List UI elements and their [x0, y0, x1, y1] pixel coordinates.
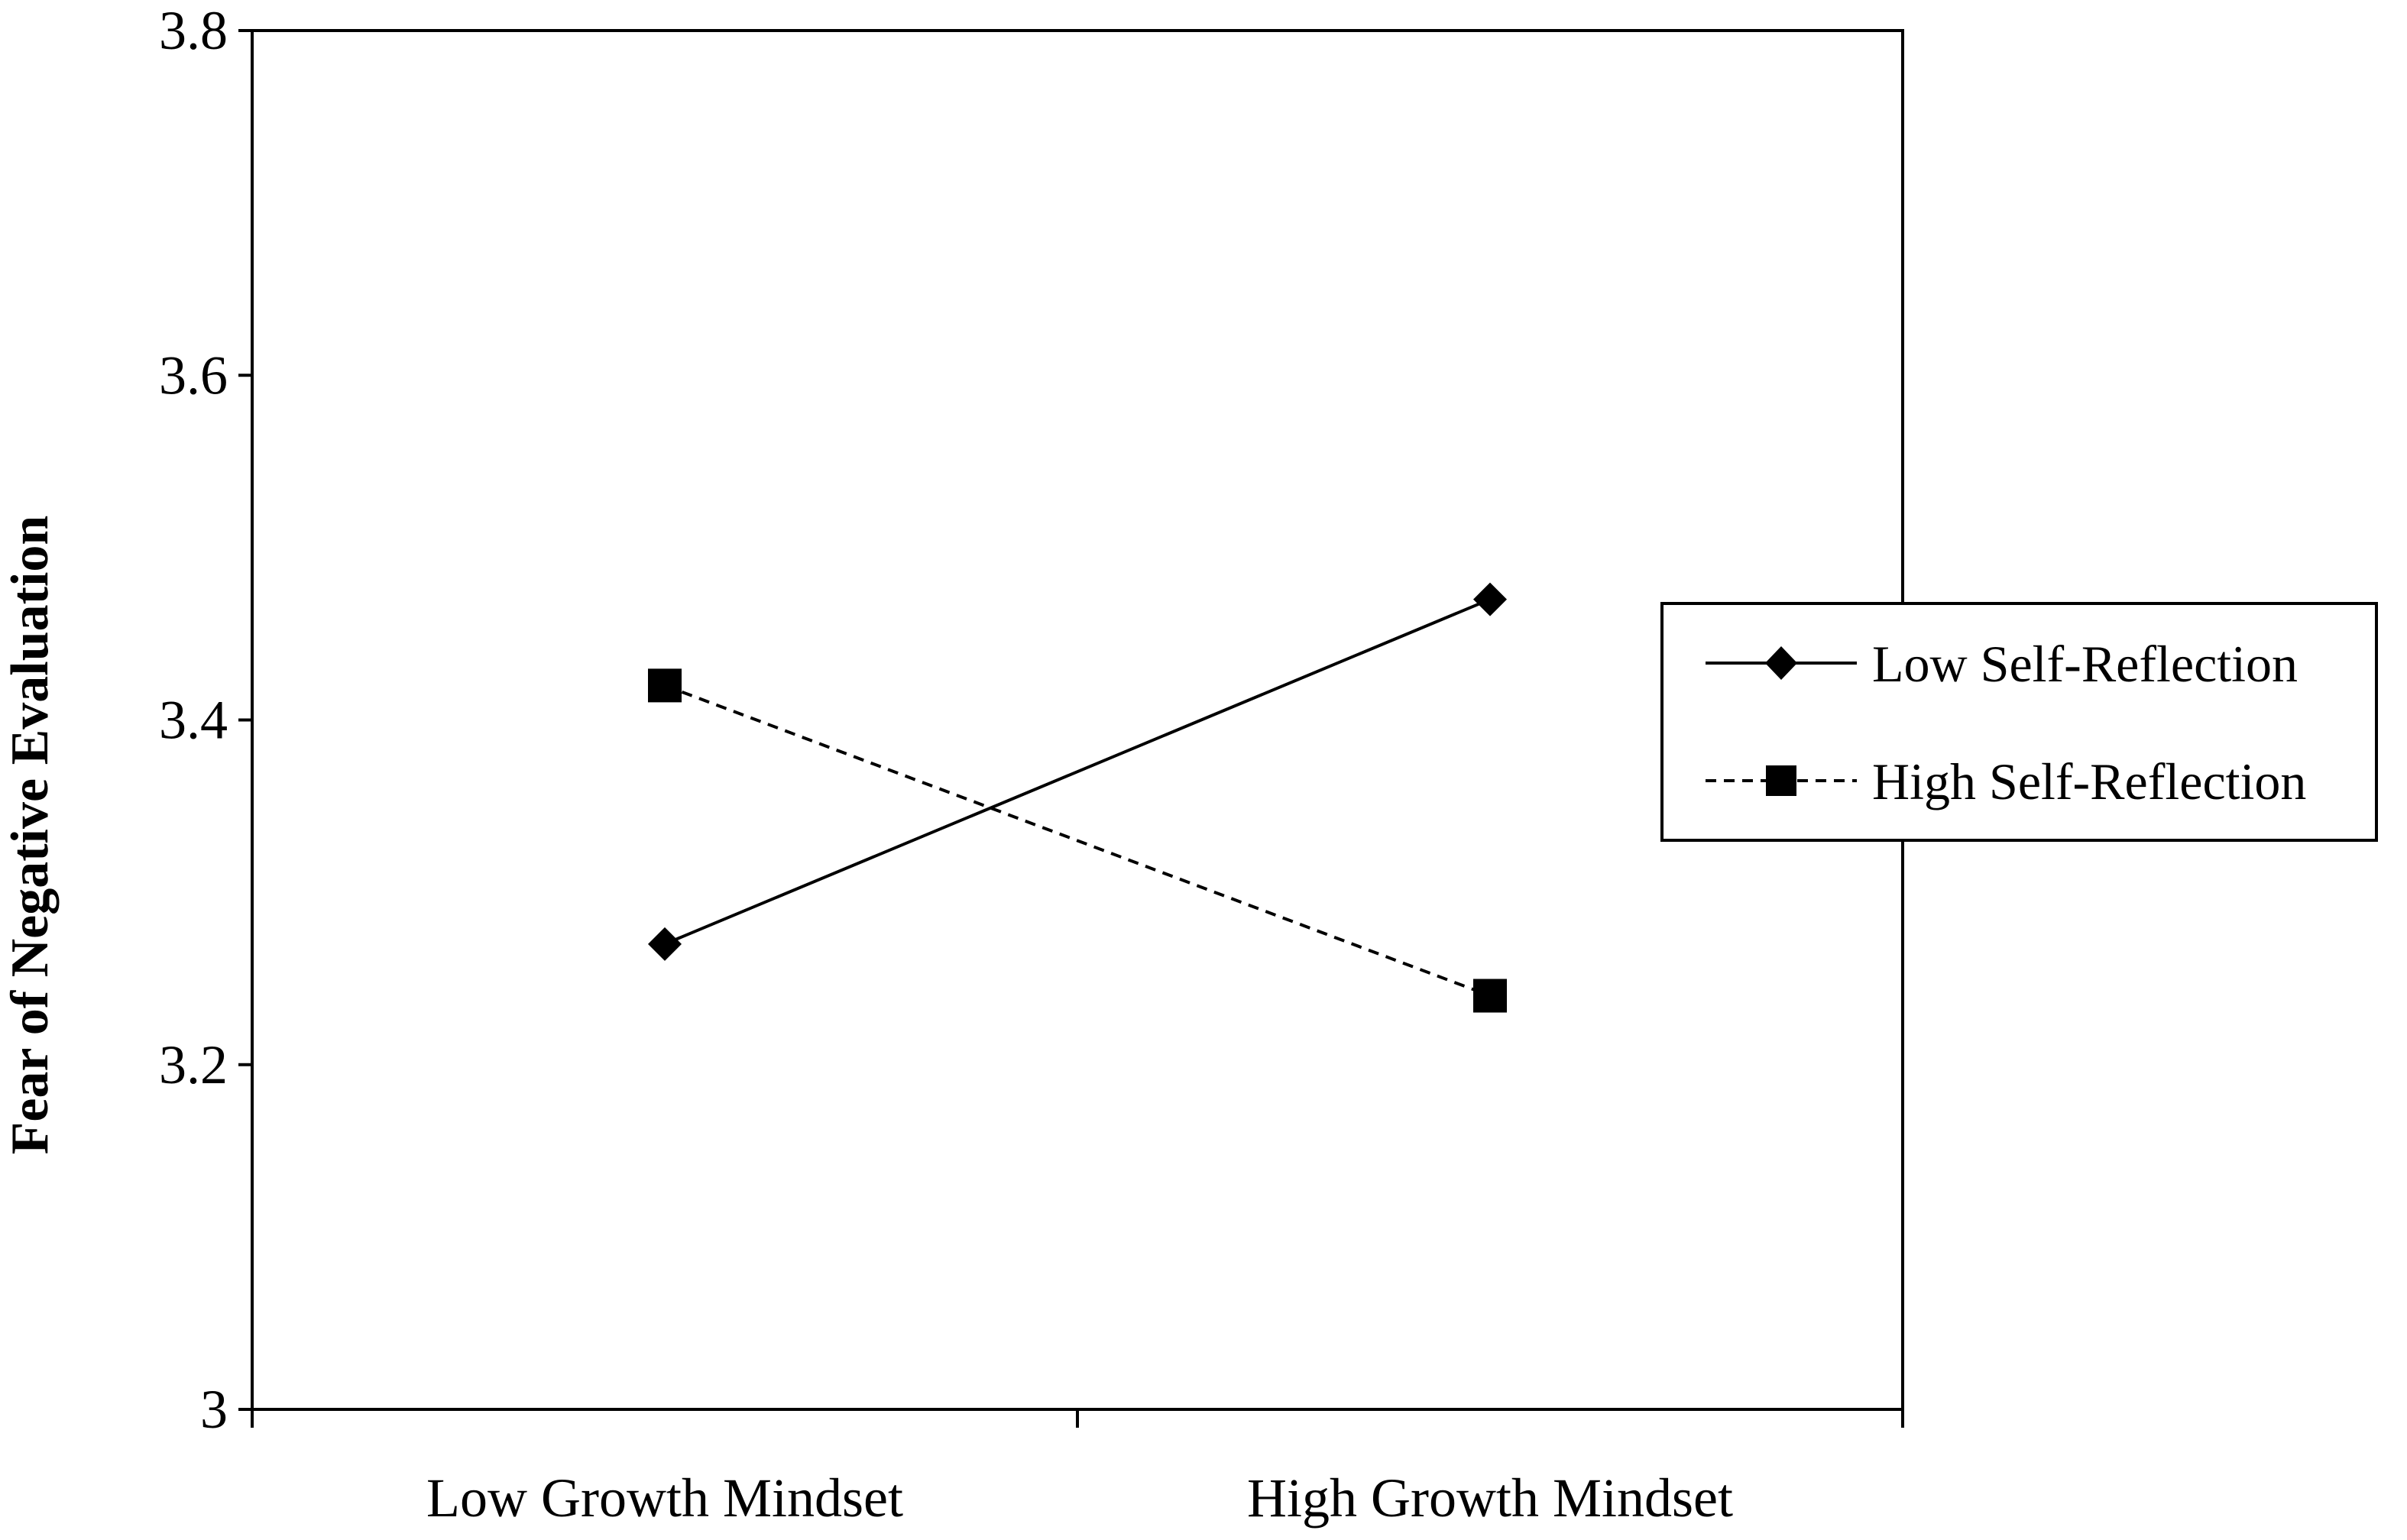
- legend-marker-diamond-icon: [1765, 646, 1797, 680]
- series-line-low-self-reflection: [664, 597, 1491, 946]
- x-category-label-low-growth-mindset: Low Growth Mindset: [426, 1467, 903, 1529]
- data-point-low-self-reflection-1: [1473, 582, 1507, 616]
- y-tick-label: 3: [200, 1379, 228, 1440]
- legend-label-low-self-reflection: Low Self-Reflection: [1872, 635, 2298, 693]
- data-point-low-self-reflection-0: [648, 927, 682, 961]
- legend-marker-square-icon: [1766, 765, 1796, 796]
- data-point-high-self-reflection-0: [648, 668, 682, 703]
- y-tick-label: 3.6: [159, 345, 228, 406]
- data-point-high-self-reflection-1: [1473, 979, 1507, 1013]
- y-tick-label: 3.2: [159, 1034, 228, 1095]
- y-axis-title: Fear of Negative Evaluation: [1, 516, 60, 1155]
- y-tick-label: 3.8: [159, 0, 228, 61]
- series-line-high-self-reflection: [664, 684, 1491, 998]
- y-axis-ticks: 3 3.2 3.4 3.6 3.8: [159, 0, 252, 1440]
- legend-box: [1660, 602, 2378, 842]
- x-axis-ticks: [251, 1409, 1904, 1428]
- plot-area-frame: [251, 29, 1904, 1411]
- legend: Low Self-Reflection High Self-Reflection: [1660, 602, 2378, 842]
- x-category-label-high-growth-mindset: High Growth Mindset: [1247, 1467, 1733, 1529]
- series-layer: [648, 582, 1507, 1013]
- legend-label-high-self-reflection: High Self-Reflection: [1872, 752, 2306, 810]
- y-tick-label: 3.4: [159, 690, 228, 751]
